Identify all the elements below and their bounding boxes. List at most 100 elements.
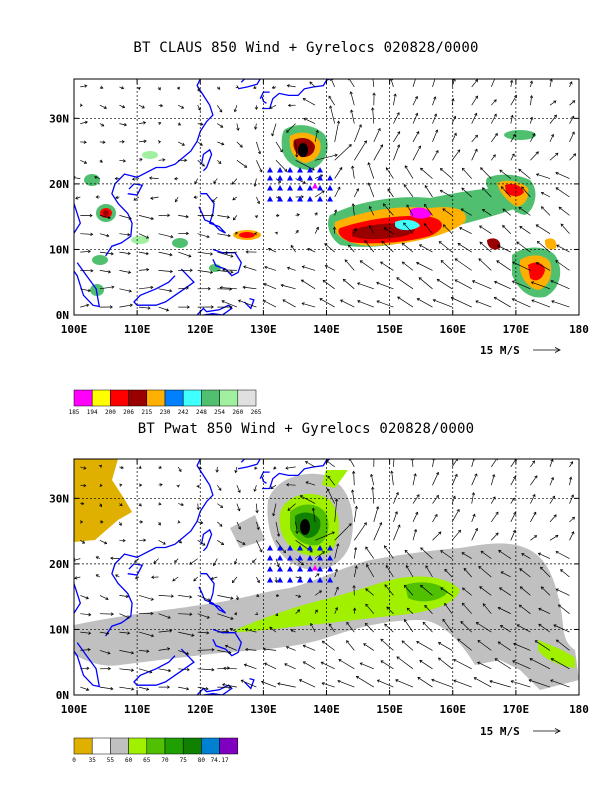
wind-arrowhead: [245, 647, 249, 652]
wind-arrowhead: [500, 186, 504, 190]
wind-vector: [222, 684, 237, 688]
wind-arrowhead: [167, 647, 171, 651]
wind-vector: [272, 503, 277, 516]
wind-arrowhead: [532, 493, 536, 498]
wind-arrowhead: [262, 647, 266, 651]
wind-arrowhead: [257, 151, 262, 155]
wind-arrowhead: [230, 254, 234, 258]
wind-arrowhead: [401, 242, 405, 246]
wind-arrowhead: [492, 473, 496, 478]
wind-vector: [377, 679, 394, 688]
wind-arrowhead: [316, 573, 320, 577]
wind-arrowhead: [555, 187, 559, 191]
wind-vector: [412, 512, 418, 523]
colorbar-swatch: [219, 737, 239, 755]
gyre-marker: [327, 175, 333, 181]
wind-arrowhead: [119, 503, 123, 506]
wind-vector: [479, 241, 492, 253]
wind-vector: [459, 227, 472, 235]
coastline: [243, 677, 255, 690]
wind-vector: [451, 79, 456, 88]
wind-arrowhead: [331, 531, 335, 535]
lon-label: 150E: [376, 703, 403, 716]
wind-vector: [158, 595, 174, 597]
wind-arrowhead: [413, 473, 417, 477]
wind-arrowhead: [118, 522, 122, 526]
wind-vector: [138, 286, 153, 290]
wind-vector: [197, 270, 213, 273]
wind-arrowhead: [90, 269, 94, 273]
wind-vector: [440, 168, 453, 179]
wind-arrowhead: [224, 251, 228, 255]
wind-arrowhead: [397, 524, 401, 528]
wind-arrowhead: [390, 470, 394, 474]
wind-arrowhead: [196, 484, 200, 488]
wind-vector: [225, 251, 237, 254]
wind-arrowhead: [82, 540, 86, 544]
wind-vector: [315, 154, 338, 161]
wind-arrowhead: [302, 180, 306, 184]
wind-vector: [569, 477, 572, 486]
wind-arrowhead: [540, 586, 544, 590]
colorbar-label: 65: [143, 757, 151, 764]
wind-arrowhead: [185, 286, 189, 290]
lon-label: 150E: [376, 323, 403, 336]
lon-label: 100E: [61, 323, 88, 336]
wind-vector: [324, 243, 335, 253]
wind-vector: [490, 496, 496, 504]
wind-arrowhead: [437, 657, 442, 661]
wind-vector: [254, 178, 257, 187]
wind-arrowhead: [384, 545, 387, 549]
wind-vector: [502, 225, 512, 234]
wind-vector: [270, 484, 277, 489]
wind-arrowhead: [237, 489, 241, 494]
wind-arrowhead: [145, 251, 149, 256]
wind-arrowhead: [277, 682, 281, 686]
wind-vector: [348, 244, 355, 253]
wind-vector: [471, 95, 478, 106]
wind-vector: [99, 286, 114, 290]
gyre-location-markers: [267, 545, 333, 583]
wind-vector: [334, 167, 343, 179]
wind-arrowhead: [106, 631, 110, 636]
gyre-marker: [287, 577, 293, 583]
wind-arrowhead: [570, 494, 575, 498]
wind-arrowhead: [89, 213, 93, 218]
wind-arrowhead: [106, 233, 110, 238]
wind-vector: [210, 576, 218, 580]
wind-vector: [232, 576, 238, 583]
wind-vector: [245, 648, 257, 651]
wind-vector: [368, 162, 375, 179]
wind-vector: [158, 288, 172, 292]
wind-vector: [327, 475, 335, 486]
wind-arrowhead: [300, 279, 304, 283]
wind-arrowhead: [303, 117, 307, 121]
wind-arrowhead: [148, 176, 153, 180]
coastline: [243, 297, 255, 310]
wind-arrowhead: [404, 549, 408, 553]
wind-arrowhead: [363, 643, 367, 647]
wind-arrowhead: [521, 186, 525, 190]
wind-arrowhead: [385, 564, 389, 569]
colorbar-label: 75: [180, 757, 188, 764]
coastline: [237, 459, 261, 470]
wind-arrowhead: [213, 180, 217, 184]
wind-arrowhead: [254, 215, 259, 219]
wind-vector: [236, 539, 246, 545]
wind-arrowhead: [225, 629, 230, 634]
wind-vector: [119, 251, 131, 255]
wind-arrowhead: [416, 298, 420, 302]
wind-arrowhead: [206, 234, 210, 239]
wind-arrowhead: [457, 243, 461, 246]
gyre-marker: [307, 167, 313, 173]
wind-arrowhead: [229, 305, 233, 309]
wind-arrowhead: [346, 640, 350, 644]
wind-arrowhead: [110, 612, 114, 616]
wind-vector: [482, 187, 492, 198]
coastline: [200, 528, 213, 552]
wind-arrowhead: [500, 571, 504, 575]
wind-arrowhead: [368, 224, 372, 229]
wind-vector: [451, 496, 456, 504]
wind-arrowhead: [363, 140, 367, 144]
wind-vector: [538, 608, 551, 615]
